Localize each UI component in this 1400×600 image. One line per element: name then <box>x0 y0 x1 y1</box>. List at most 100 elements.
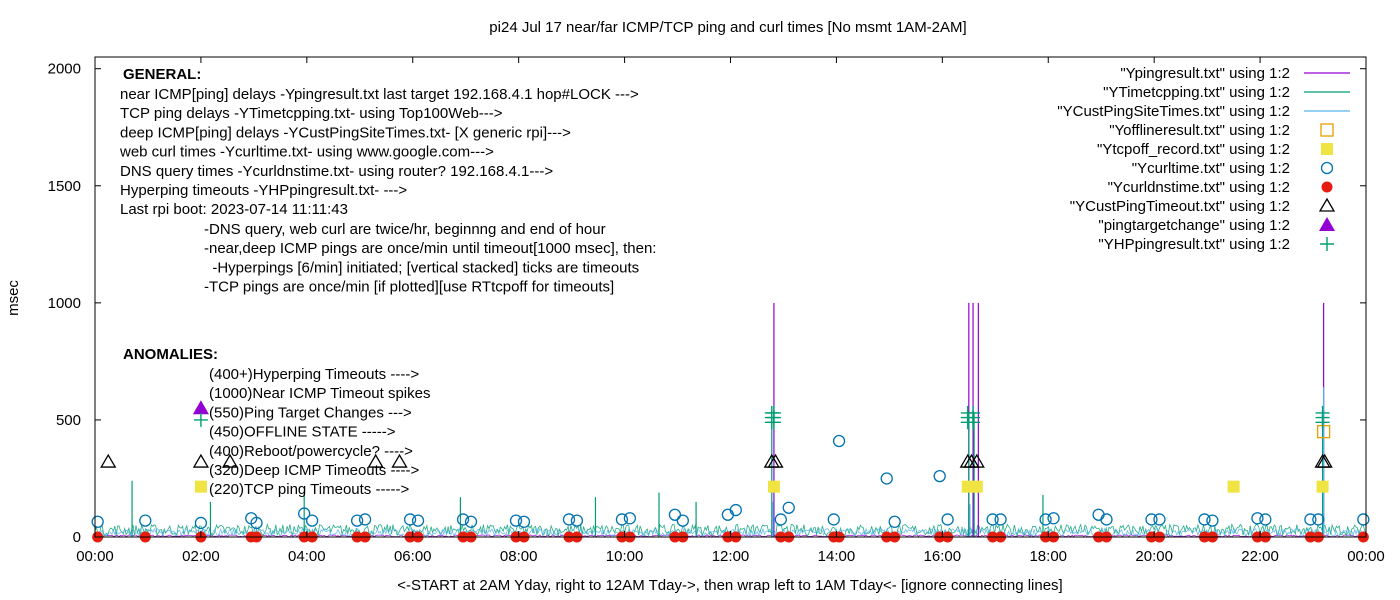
general-line: Last rpi boot: 2023-07-14 11:11:43 <box>120 201 348 218</box>
anomaly-line: (550)Ping Target Changes ---> <box>209 404 412 421</box>
series-marker <box>1092 508 1105 521</box>
general-line: DNS query times -Ycurldnstime.txt- using… <box>120 163 553 180</box>
legend-label: "Yofflineresult.txt" using 1:2 <box>1109 122 1290 139</box>
x-tick-label: 16:00 <box>924 548 962 565</box>
series-marker <box>767 453 784 468</box>
series-marker <box>668 508 682 521</box>
series-marker <box>358 513 372 526</box>
legend-swatch <box>1321 181 1333 193</box>
series-marker <box>1145 513 1158 526</box>
legend-swatch <box>1320 123 1334 137</box>
legend-swatch <box>1319 217 1335 231</box>
y-tick-label: 500 <box>56 412 81 429</box>
y-tick-label: 1500 <box>48 178 81 195</box>
series-marker <box>676 514 689 527</box>
series-marker <box>350 514 364 527</box>
anomaly-line: (320)Deep ICMP Timeouts ----> <box>209 462 419 479</box>
series-marker <box>623 512 637 525</box>
series-marker <box>100 453 117 468</box>
series-marker <box>391 453 408 468</box>
series-marker <box>1304 513 1317 526</box>
series-marker <box>1039 513 1052 526</box>
note-line: -near,deep ICMP pings are once/min until… <box>204 240 656 257</box>
series-marker <box>1315 405 1330 420</box>
series-marker <box>139 514 152 527</box>
y-axis-label: msec <box>5 280 22 316</box>
general-line: web curl times -Ycurltime.txt- using www… <box>119 144 494 161</box>
series-marker <box>192 453 210 468</box>
series-marker <box>1206 514 1219 527</box>
legend-swatch <box>1320 237 1334 251</box>
series-marker <box>1312 513 1325 526</box>
x-tick-label: 10:00 <box>606 548 644 565</box>
series-marker <box>888 515 901 528</box>
general-line: Hyperping timeouts -YHPpingresult.txt- -… <box>120 182 407 199</box>
legend-label: "pingtargetchange" using 1:2 <box>1098 217 1290 234</box>
series-marker <box>367 453 384 468</box>
series-marker <box>1259 513 1272 526</box>
legend-swatch <box>1318 197 1336 212</box>
legend-label: "Ypingresult.txt" using 1:2 <box>1120 65 1290 82</box>
x-tick-label: 22:00 <box>1241 548 1279 565</box>
general-line: near ICMP[ping] delays -Ypingresult.txt … <box>120 86 639 103</box>
general-line: TCP ping delays -YTimetcpping.txt- using… <box>120 105 503 122</box>
series-marker <box>464 515 478 528</box>
series-marker <box>250 516 263 530</box>
x-tick-label: 04:00 <box>288 548 326 565</box>
series-marker <box>941 513 954 526</box>
general-line: deep ICMP[ping] delays -YCustPingSiteTim… <box>120 124 571 141</box>
series-marker <box>1357 513 1370 526</box>
x-tick-label: 14:00 <box>818 548 856 565</box>
series-marker <box>968 453 985 468</box>
anomaly-line: (450)OFFLINE STATE -----> <box>209 424 396 441</box>
series-marker <box>782 501 795 514</box>
legend-label: "YCustPingSiteTimes.txt" using 1:2 <box>1057 103 1290 120</box>
series-marker <box>194 516 208 530</box>
series-marker <box>1100 513 1113 526</box>
legend-swatch <box>1321 143 1333 155</box>
x-tick-label: 08:00 <box>500 548 538 565</box>
x-axis-label: <-START at 2AM Yday, right to 12AM Tday-… <box>397 577 1062 594</box>
anomaly-line: (400+)Hyperping Timeouts ----> <box>209 366 419 383</box>
series-marker <box>305 514 319 527</box>
y-tick-label: 1000 <box>48 295 81 312</box>
series-marker <box>970 480 983 493</box>
legend-label: "Ytcpoff_record.txt" using 1:2 <box>1097 141 1290 158</box>
series-marker <box>91 515 104 528</box>
x-tick-label: 00:00 <box>76 548 114 565</box>
annotations: GENERAL: near ICMP[ping] delays -Ypingres… <box>119 66 656 498</box>
y-tick-label: 0 <box>73 529 81 546</box>
series-marker <box>880 472 893 485</box>
legend-label: "YCustPingTimeout.txt" using 1:2 <box>1070 198 1290 215</box>
series-marker <box>562 513 576 526</box>
series-marker <box>570 514 584 527</box>
y-tick-label: 2000 <box>48 61 81 78</box>
series-marker <box>933 469 946 483</box>
series-marker <box>194 480 207 493</box>
x-tick-label: 18:00 <box>1029 548 1067 565</box>
series-marker <box>966 405 981 420</box>
anomaly-line: (1000)Near ICMP Timeout spikes <box>209 385 430 402</box>
series-marker <box>456 513 470 526</box>
legend-label: "YTimetcpping.txt" using 1:2 <box>1103 84 1290 101</box>
chart-title: pi24 Jul 17 near/far ICMP/TCP ping and c… <box>489 19 966 36</box>
legend-label: "Ycurldnstime.txt" using 1:2 <box>1108 179 1290 196</box>
anomaly-line: (400)Reboot/powercycle? ----> <box>209 443 413 460</box>
x-tick-label: 02:00 <box>182 548 220 565</box>
series-marker <box>615 513 629 526</box>
series-marker <box>1251 512 1264 525</box>
series-marker <box>192 400 209 415</box>
legend: "Ypingresult.txt" using 1:2 "YTimetcpping… <box>1057 65 1350 253</box>
series-marker <box>221 453 239 468</box>
x-tick-label: 06:00 <box>394 548 432 565</box>
series-marker <box>1047 512 1060 525</box>
series-marker <box>986 513 999 526</box>
series-marker <box>1227 480 1240 493</box>
anomaly-line: (220)TCP ping Timeouts -----> <box>209 481 409 498</box>
series-marker <box>403 513 417 526</box>
legend-label: "Ycurltime.txt" using 1:2 <box>1132 160 1290 177</box>
series-marker <box>298 507 311 520</box>
series-marker <box>193 412 208 427</box>
note-line: -Hyperpings [6/min] initiated; [vertical… <box>204 259 639 276</box>
